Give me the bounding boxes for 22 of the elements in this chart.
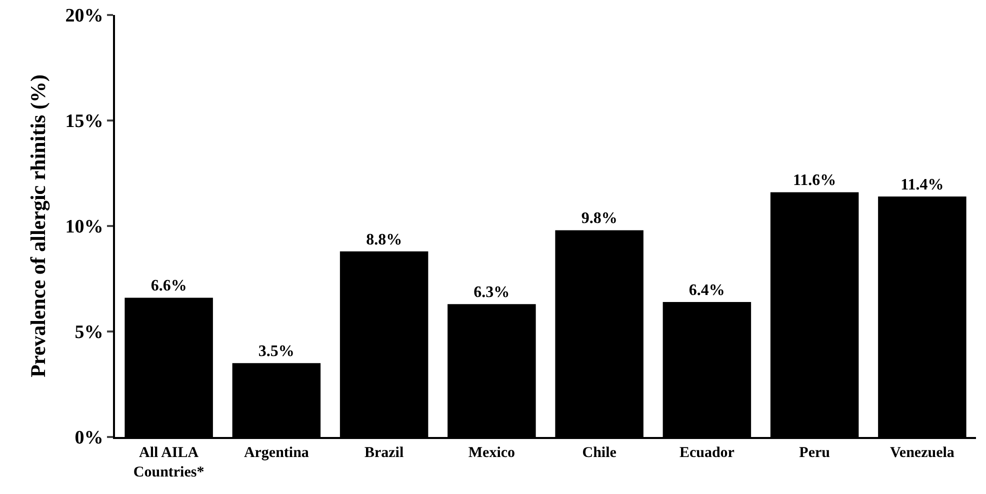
y-axis-title: Prevalence of allergic rhinitis (%) [26,74,50,378]
data-label: 6.4% [688,282,725,299]
x-tick-label: Mexico [468,445,516,461]
data-label: 6.6% [150,278,187,295]
x-tick-label: Chile [582,445,617,461]
x-tick-label: Argentina [244,445,310,461]
data-label: 11.4% [900,176,944,194]
data-label: 8.8% [366,231,402,248]
y-tick-label: 5% [74,322,104,344]
y-tick-label: 10% [65,216,104,238]
y-tick-label: 0% [74,428,104,449]
data-label: 11.6% [793,172,836,190]
data-label: 9.8% [581,210,618,228]
x-tick-label: Peru [799,445,830,461]
x-tick-label: Venezuela [890,445,955,461]
y-tick-label: 20% [65,6,104,27]
x-tick-label: All AILA Countries* [133,445,204,480]
data-label: 3.5% [258,343,294,360]
x-tick-label: Ecuador [679,445,735,461]
y-tick-label: 15% [65,111,104,132]
x-tick-label: Brazil [364,445,404,461]
data-label: 6.3% [474,284,510,302]
